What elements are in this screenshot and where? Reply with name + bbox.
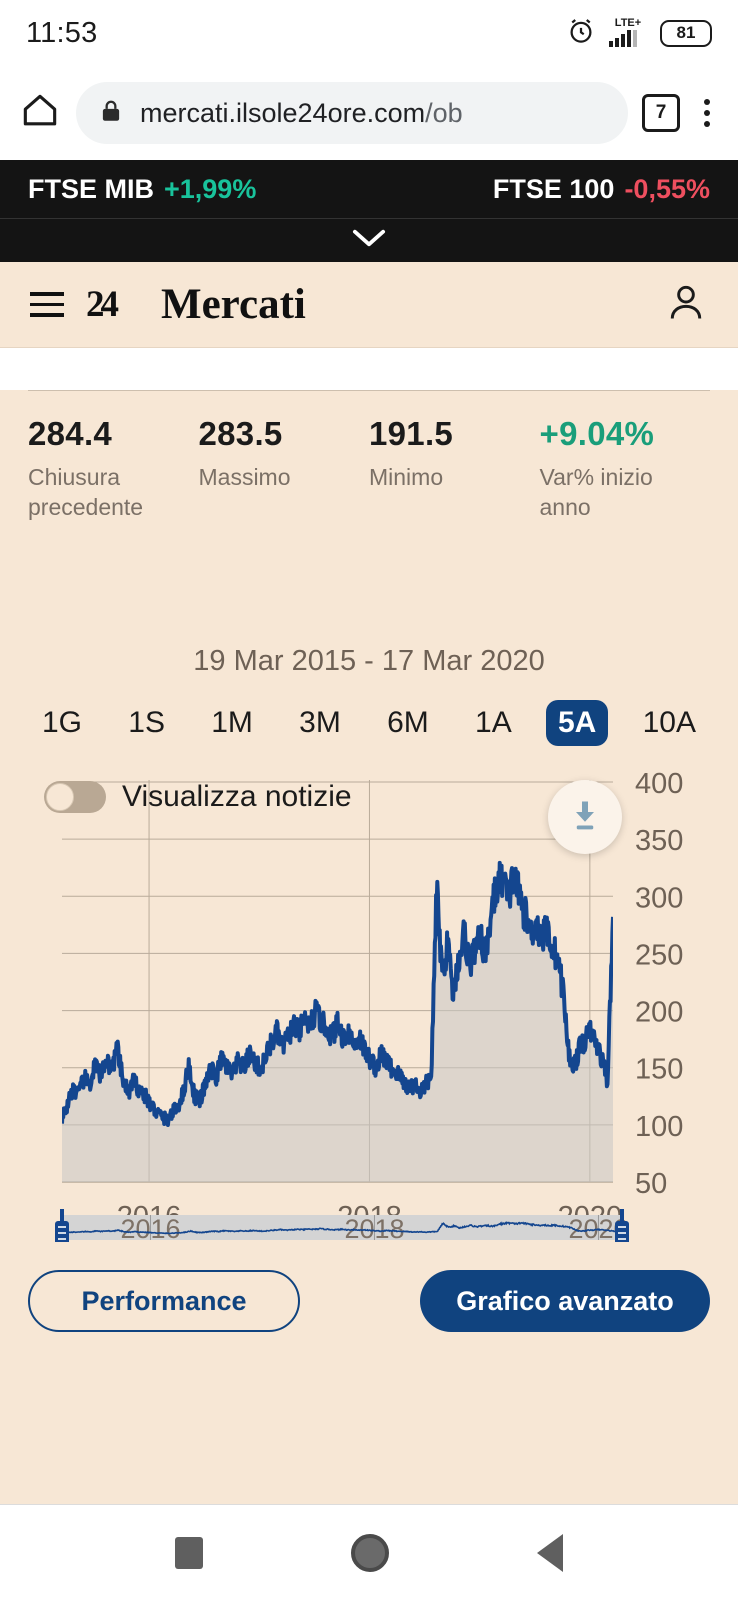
- period-button-3m[interactable]: 3M: [299, 706, 341, 739]
- ticker-name: FTSE MIB: [28, 173, 154, 204]
- stat-var-inizio-anno: +9.04% Var% inizio anno: [540, 415, 711, 522]
- main-content: 284.4 Chiusura precedente 283.5 Massimo …: [0, 390, 738, 1538]
- overflow-menu-icon[interactable]: [694, 95, 720, 131]
- period-button-1s[interactable]: 1S: [128, 706, 165, 739]
- svg-text:250: 250: [635, 939, 683, 971]
- period-button-10a[interactable]: 10A: [642, 706, 696, 739]
- stat-label: Var% inizio anno: [539, 464, 653, 520]
- triangle-back-icon[interactable]: [537, 1533, 563, 1572]
- stats-divider: [28, 390, 710, 391]
- ticker-change: -0,55%: [624, 173, 710, 204]
- url-text: mercati.ilsole24ore.com/ob: [140, 98, 463, 129]
- download-icon: [567, 797, 603, 838]
- ticker-item-ftse-mib[interactable]: FTSE MIB +1,99%: [28, 174, 256, 205]
- stat-label: Minimo: [369, 464, 444, 490]
- svg-text:2018: 2018: [344, 1214, 404, 1242]
- page-title: Mercati: [161, 281, 306, 328]
- lock-icon: [98, 98, 124, 129]
- svg-text:2016: 2016: [120, 1214, 180, 1242]
- ticker-expand-button[interactable]: [0, 218, 738, 262]
- tab-counter-button[interactable]: 7: [642, 94, 680, 132]
- chart-action-buttons: Performance Grafico avanzato: [0, 1242, 738, 1332]
- svg-text:50: 50: [635, 1168, 667, 1200]
- status-bar-clock: 11:53: [26, 16, 98, 49]
- stat-chiusura-precedente: 284.4 Chiusura precedente: [28, 415, 199, 522]
- performance-button[interactable]: Performance: [28, 1270, 300, 1332]
- android-navigation-bar: [0, 1504, 738, 1600]
- svg-text:150: 150: [635, 1054, 683, 1086]
- download-chart-button[interactable]: [548, 780, 622, 854]
- status-bar-icons: LTE+ 81: [566, 16, 712, 51]
- signal-icon: LTE+: [608, 18, 648, 48]
- price-chart[interactable]: Visualizza notizie 50 100 150 200 250 300 350 4…: [0, 762, 738, 1242]
- square-recents-icon[interactable]: [175, 1536, 203, 1569]
- sole24ore-logo[interactable]: 24: [86, 284, 119, 325]
- network-type-label: LTE+: [614, 17, 642, 29]
- svg-text:350: 350: [635, 825, 683, 857]
- stat-minimo: 191.5 Minimo: [369, 415, 540, 522]
- ticker-change: +1,99%: [164, 173, 257, 204]
- chart-canvas[interactable]: 5010015020025030035040020162018202020162…: [0, 762, 738, 1242]
- news-toggle-switch[interactable]: [44, 781, 106, 813]
- url-domain: mercati.ilsole24ore.com: [140, 97, 426, 128]
- circle-home-icon[interactable]: [351, 1533, 389, 1572]
- news-toggle-label: Visualizza notizie: [122, 780, 352, 813]
- hamburger-menu-icon[interactable]: [30, 292, 64, 317]
- quote-stats-row: 284.4 Chiusura precedente 283.5 Massimo …: [0, 391, 738, 522]
- stat-massimo: 283.5 Massimo: [199, 415, 370, 522]
- android-status-bar: 11:53 LTE+ 81: [0, 0, 738, 66]
- stat-value: 283.5: [198, 415, 283, 452]
- period-button-5a[interactable]: 5A: [546, 700, 609, 746]
- site-header: 24 Mercati: [0, 262, 738, 348]
- svg-text:300: 300: [635, 882, 683, 914]
- news-toggle-row[interactable]: Visualizza notizie: [44, 780, 352, 814]
- url-path: /ob: [425, 97, 463, 128]
- home-icon[interactable]: [18, 89, 62, 138]
- advanced-chart-button[interactable]: Grafico avanzato: [420, 1270, 710, 1332]
- ticker-item-ftse-100[interactable]: FTSE 100 -0,55%: [493, 174, 710, 205]
- stat-label: Massimo: [198, 464, 291, 490]
- svg-text:400: 400: [635, 768, 683, 800]
- period-button-1m[interactable]: 1M: [211, 706, 253, 739]
- period-button-6m[interactable]: 6M: [387, 706, 429, 739]
- chevron-down-icon: [350, 227, 388, 254]
- chart-date-range: 19 Mar 2015 - 17 Mar 2020: [193, 645, 545, 677]
- market-ticker-bar[interactable]: FTSE MIB +1,99% FTSE 100 -0,55%: [0, 160, 738, 218]
- stat-label: Chiusura precedente: [28, 464, 144, 520]
- alarm-clock-icon: [566, 16, 596, 51]
- svg-text:100: 100: [635, 1111, 683, 1143]
- stat-value: +9.04%: [539, 415, 655, 452]
- battery-indicator: 81: [660, 19, 712, 47]
- address-bar[interactable]: mercati.ilsole24ore.com/ob: [76, 82, 628, 144]
- browser-toolbar: mercati.ilsole24ore.com/ob 7: [0, 66, 738, 160]
- svg-text:200: 200: [635, 997, 683, 1029]
- period-button-1a[interactable]: 1A: [475, 706, 512, 739]
- user-account-icon[interactable]: [664, 280, 708, 329]
- ticker-name: FTSE 100: [492, 173, 615, 204]
- toggle-knob: [46, 783, 74, 811]
- period-selector: 1G 1S 1M 3M 6M 1A 5A 10A: [0, 678, 738, 746]
- stat-value: 191.5: [369, 415, 454, 452]
- period-button-1g[interactable]: 1G: [42, 706, 83, 739]
- stat-value: 284.4: [28, 415, 113, 452]
